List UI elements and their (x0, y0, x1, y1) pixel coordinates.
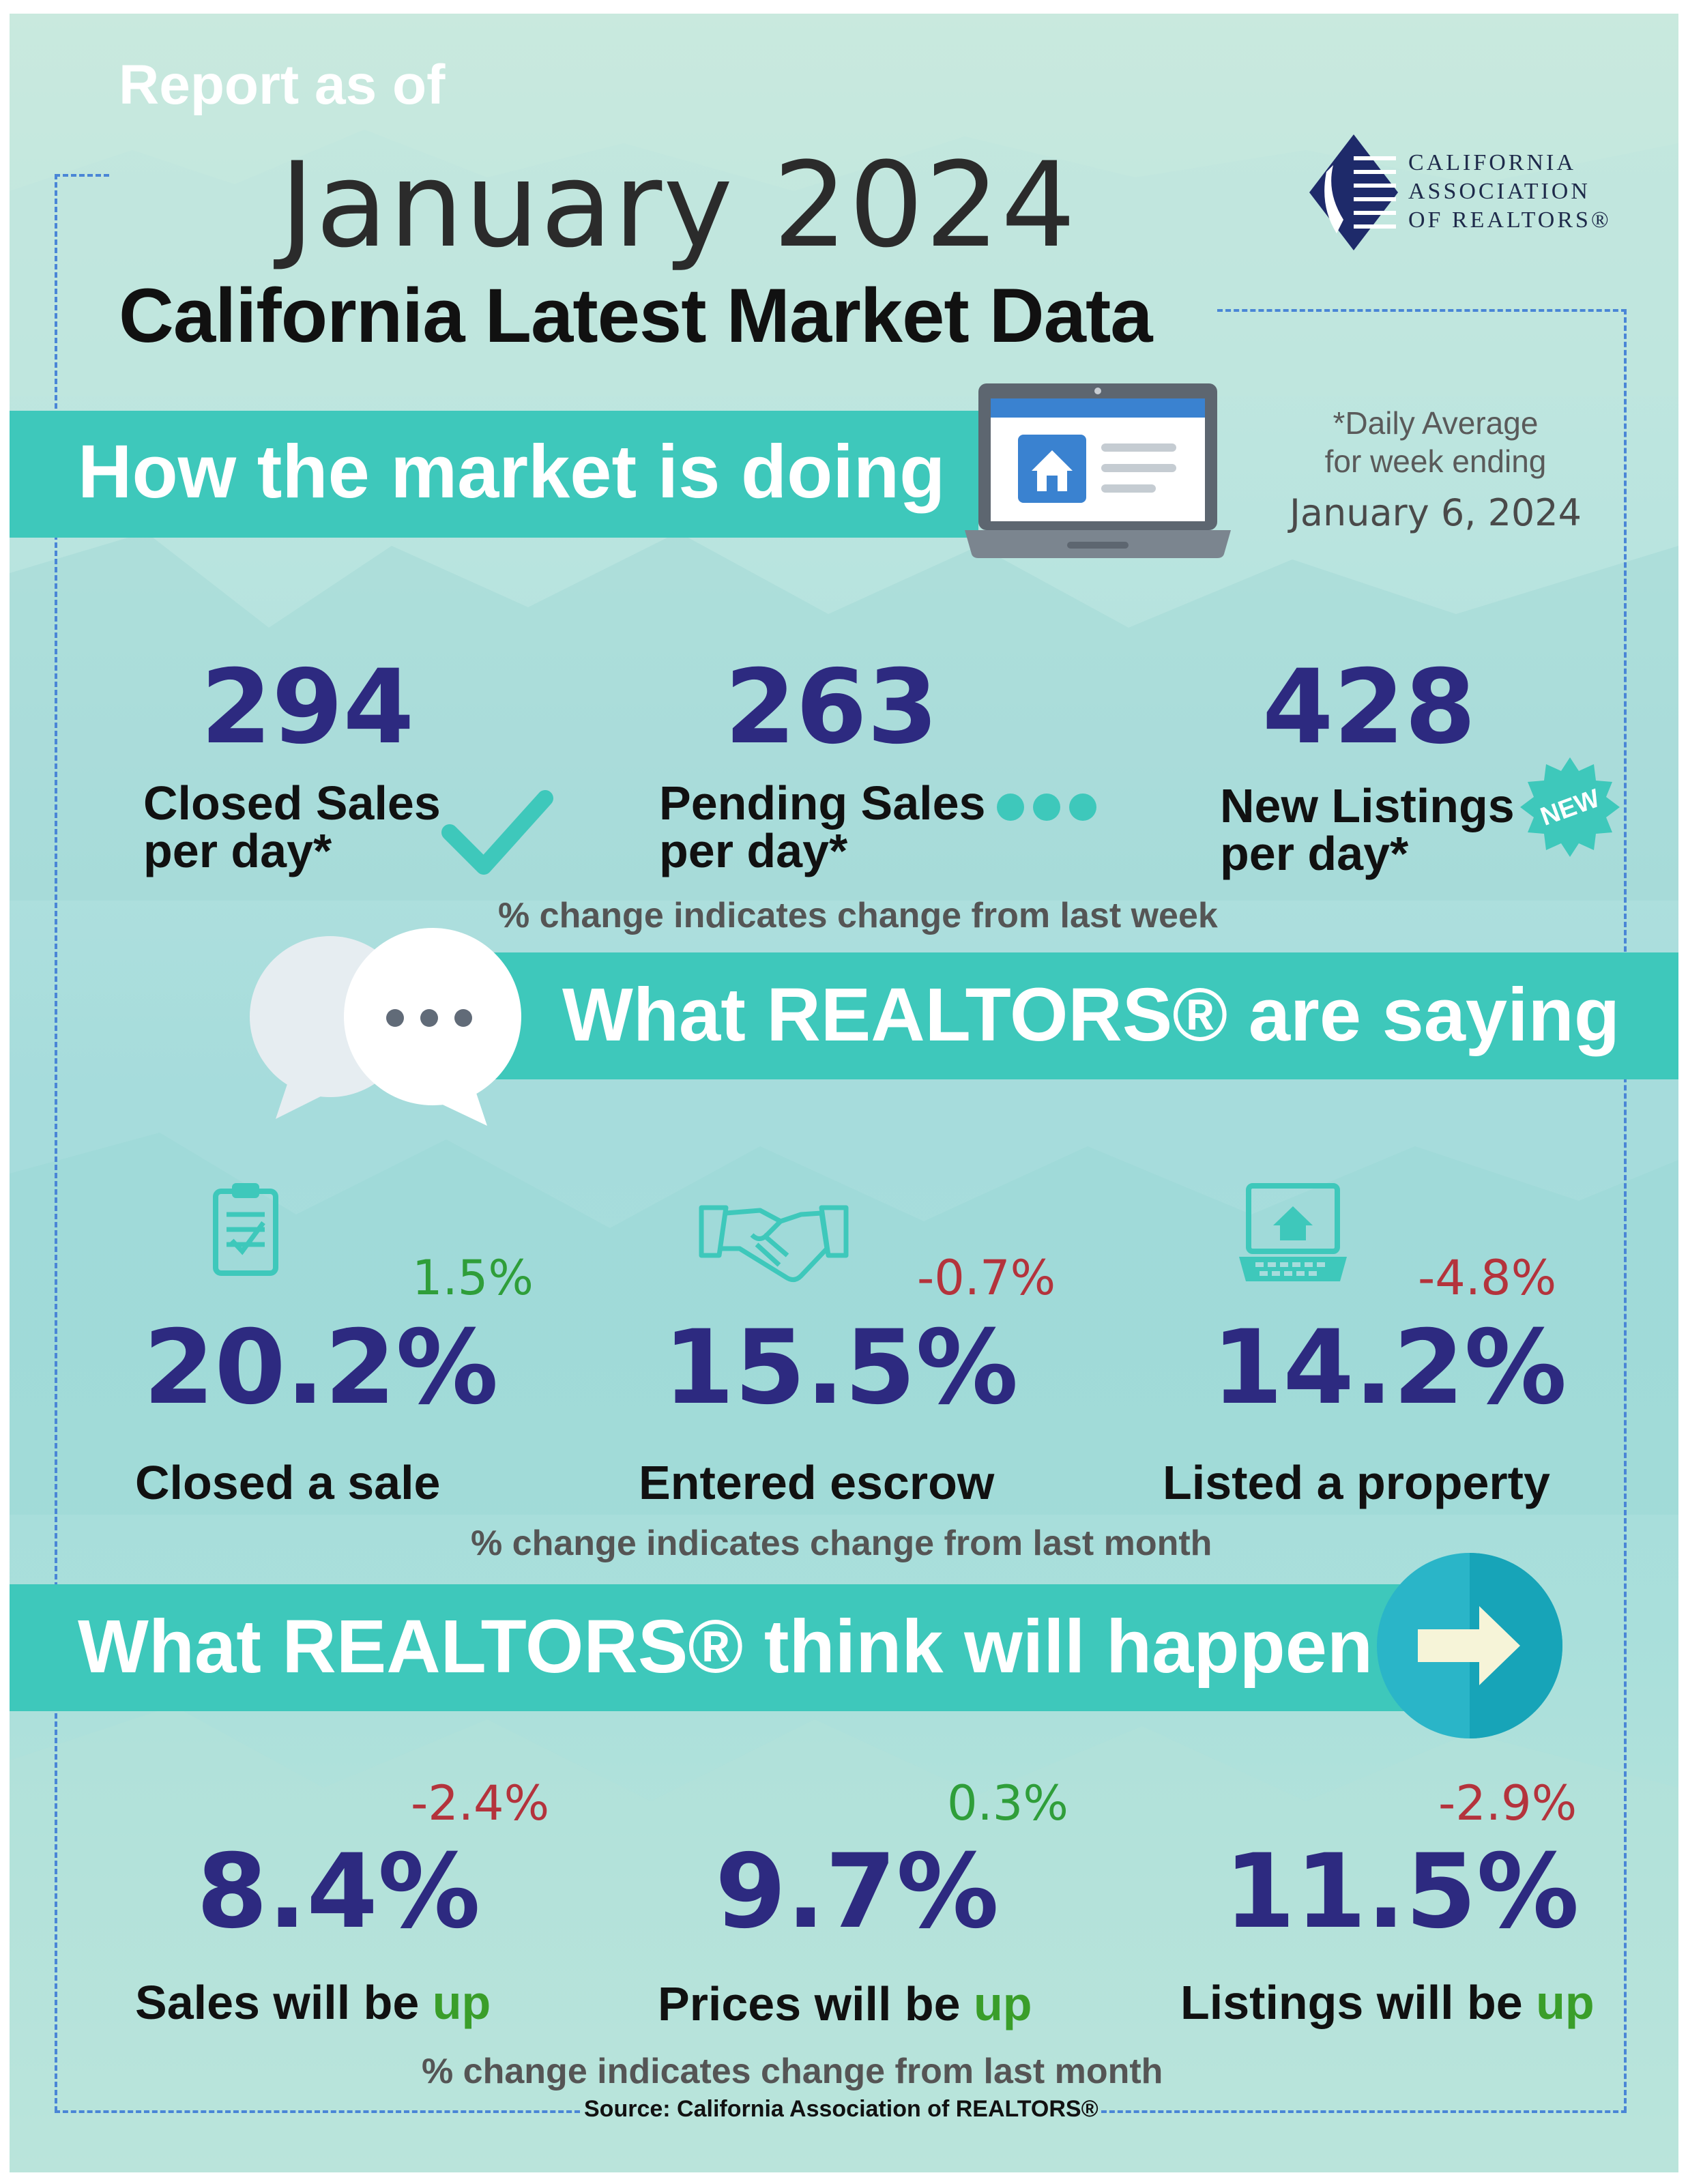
saying-heading-band (446, 952, 1678, 1079)
closed-sale-change: 1.5% (412, 1250, 534, 1306)
car-logo: CALIFORNIA ASSOCIATION OF REALTORS® (1306, 131, 1609, 261)
infographic: Report as of January 2024 California Lat… (10, 14, 1678, 2172)
entered-escrow-value: 15.5% (663, 1309, 1019, 1427)
laptop-listing-icon (965, 383, 1231, 558)
sales-up-value: 8.4% (197, 1833, 481, 1951)
daily-average-line-1: *Daily Average (1333, 405, 1539, 441)
think-heading-band (10, 1584, 1483, 1711)
checkmark-icon (441, 790, 553, 875)
think-change-note: % change indicates change from last mont… (422, 2052, 1163, 2091)
listed-property-change: -4.8% (1418, 1250, 1557, 1306)
listings-up-label: Listings will be up (1180, 1979, 1595, 2026)
dashed-frame-top-right (1217, 309, 1627, 312)
dashed-frame-right (1624, 309, 1627, 2112)
sales-up-word: up (432, 1976, 491, 2029)
daily-average-note: *Daily Average for week ending (1279, 404, 1592, 480)
market-heading-band (10, 411, 978, 538)
prices-up-value: 9.7% (715, 1833, 1000, 1951)
new-listings-label: New Listings per day* (1220, 782, 1515, 877)
report-label: Report as of (119, 54, 446, 116)
entered-escrow-change: -0.7% (917, 1250, 1056, 1306)
page-title: California Latest Market Data (119, 273, 1153, 358)
report-month: January 2024 (280, 136, 1077, 274)
laptop-house-icon (1239, 1183, 1347, 1281)
closed-sale-value: 20.2% (143, 1309, 499, 1427)
closed-sale-label: Closed a sale (135, 1456, 441, 1509)
saying-change-note: % change indicates change from last mont… (471, 1524, 1212, 1563)
closed-sales-label-line-2: per day* (143, 824, 332, 877)
new-listings-label-line-2: per day* (1220, 827, 1409, 880)
listings-up-value: 11.5% (1224, 1833, 1580, 1951)
logo-line-1: CALIFORNIA (1408, 150, 1576, 175)
dashed-frame-bottom-left (55, 2110, 580, 2113)
speech-bubbles-icon (250, 928, 521, 1126)
saying-heading: What REALTORS® are saying (562, 973, 1620, 1057)
pending-sales-value: 263 (725, 648, 939, 767)
closed-sales-label: Closed Sales per day* (143, 779, 441, 875)
dashed-frame-bottom-right (1101, 2110, 1627, 2113)
closed-sales-label-line-1: Closed Sales (143, 776, 441, 830)
logo-line-2: ASSOCIATION (1408, 179, 1590, 204)
market-heading: How the market is doing (78, 430, 946, 514)
sales-up-label: Sales will be up (135, 1979, 491, 2026)
listings-up-label-text: Listings will be (1180, 1976, 1537, 2029)
arrow-right-icon (1377, 1553, 1562, 1738)
new-badge-icon: NEW (1520, 757, 1620, 857)
listings-up-word: up (1536, 1976, 1595, 2029)
sales-up-change: -2.4% (411, 1775, 550, 1831)
pending-sales-label-line-2: per day* (659, 824, 848, 877)
handshake-icon (699, 1205, 849, 1282)
new-listings-value: 428 (1262, 648, 1476, 767)
logo-line-3: OF REALTORS® (1408, 207, 1612, 233)
clipboard-icon (213, 1183, 278, 1276)
entered-escrow-label: Entered escrow (639, 1456, 995, 1509)
listings-up-change: -2.9% (1438, 1775, 1577, 1831)
dots-icon (997, 793, 1096, 821)
car-logo-icon (1309, 134, 1398, 250)
source-note: Source: California Association of REALTO… (584, 2096, 1098, 2122)
listed-property-label: Listed a property (1163, 1456, 1550, 1509)
prices-up-change: 0.3% (947, 1775, 1068, 1831)
new-listings-label-line-1: New Listings (1220, 779, 1515, 832)
dashed-frame-left (55, 174, 57, 2112)
dashed-frame-top-left (55, 174, 109, 177)
week-ending-date: January 6, 2024 (1290, 491, 1582, 534)
sales-up-label-text: Sales will be (135, 1976, 433, 2029)
closed-sales-value: 294 (201, 648, 415, 767)
prices-up-label: Prices will be up (658, 1980, 1032, 2028)
think-heading: What REALTORS® think will happen (78, 1605, 1373, 1689)
listed-property-value: 14.2% (1212, 1309, 1567, 1427)
pending-sales-label: Pending Sales per day* (659, 779, 985, 875)
daily-average-line-2: for week ending (1324, 443, 1547, 479)
prices-up-label-text: Prices will be (658, 1977, 974, 2030)
prices-up-word: up (974, 1977, 1032, 2030)
market-change-note: % change indicates change from last week (498, 896, 1218, 935)
pending-sales-label-line-1: Pending Sales (659, 776, 986, 830)
